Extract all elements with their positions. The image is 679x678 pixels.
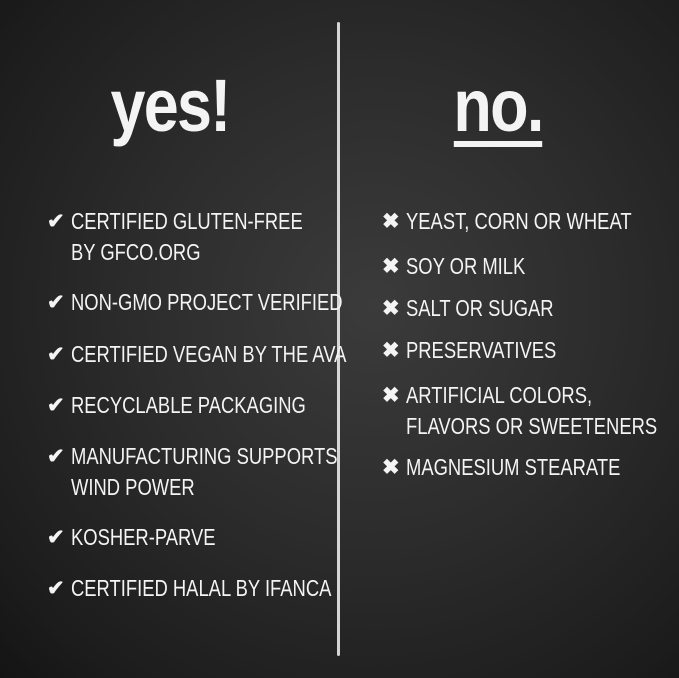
item-line1: CERTIFIED VEGAN BY THE AVA — [71, 341, 347, 367]
item-line1: PRESERVATIVES — [406, 337, 557, 363]
list-item: ✖ PRESERVATIVES — [382, 335, 594, 366]
no-title-text: no. — [453, 64, 544, 147]
list-item: ✔ CERTIFIED HALAL BY IFANCA — [47, 573, 397, 604]
x-icon: ✖ — [382, 297, 400, 320]
item-line1: MAGNESIUM STEARATE — [406, 454, 621, 480]
divider-line — [337, 22, 340, 656]
item-line1: MANUFACTURING SUPPORTS — [71, 443, 338, 469]
list-item: ✔ NON-GMO PROJECT VERIFIED — [47, 287, 411, 318]
list-item: ✖ MAGNESIUM STEARATE — [382, 452, 674, 483]
list-item: ✖ SOY OR MILK — [382, 251, 555, 282]
check-icon: ✔ — [47, 577, 65, 600]
list-item-text: PRESERVATIVES — [406, 335, 556, 366]
item-line1: SALT OR SUGAR — [406, 295, 554, 321]
list-item-text: ARTIFICIAL COLORS, FLAVORS OR SWEETENERS — [406, 380, 657, 442]
item-line2: BY GFCO.ORG — [71, 239, 201, 265]
list-item: ✖ SALT OR SUGAR — [382, 293, 590, 324]
list-item-text: MAGNESIUM STEARATE — [406, 452, 620, 483]
item-line1: CERTIFIED HALAL BY IFANCA — [71, 575, 332, 601]
x-icon: ✖ — [382, 210, 400, 233]
item-line1: CERTIFIED GLUTEN-FREE — [71, 208, 303, 234]
check-icon: ✔ — [47, 291, 65, 314]
list-item-text: SOY OR MILK — [406, 251, 525, 282]
yes-title: yes! — [110, 64, 231, 147]
item-line1: KOSHER-PARVE — [71, 524, 216, 550]
item-line1: RECYCLABLE PACKAGING — [71, 392, 306, 418]
list-item-text: MANUFACTURING SUPPORTS WIND POWER — [71, 441, 337, 503]
item-line1: YEAST, CORN OR WHEAT — [406, 208, 632, 234]
list-item: ✔ KOSHER-PARVE — [47, 522, 252, 553]
list-item-text: KOSHER-PARVE — [71, 522, 216, 553]
x-icon: ✖ — [382, 456, 400, 479]
list-item: ✔ CERTIFIED VEGAN BY THE AVA — [47, 339, 415, 370]
check-icon: ✔ — [47, 445, 65, 468]
list-item-text: SALT OR SUGAR — [406, 293, 554, 324]
list-item-text: CERTIFIED GLUTEN-FREE BY GFCO.ORG — [71, 206, 303, 268]
no-title: no. — [413, 66, 583, 147]
check-icon: ✔ — [47, 343, 65, 366]
list-item: ✔ CERTIFIED GLUTEN-FREE BY GFCO.ORG — [47, 206, 361, 268]
list-item: ✔ RECYCLABLE PACKAGING — [47, 390, 365, 421]
item-line1: ARTIFICIAL COLORS, — [406, 382, 593, 408]
item-line2: WIND POWER — [71, 474, 195, 500]
list-item-text: RECYCLABLE PACKAGING — [71, 390, 306, 421]
list-item-text: NON-GMO PROJECT VERIFIED — [71, 287, 343, 318]
x-icon: ✖ — [382, 255, 400, 278]
check-icon: ✔ — [47, 210, 65, 233]
x-icon: ✖ — [382, 339, 400, 362]
check-icon: ✔ — [47, 394, 65, 417]
item-line1: NON-GMO PROJECT VERIFIED — [71, 289, 343, 315]
item-line1: SOY OR MILK — [406, 253, 526, 279]
list-item-text: CERTIFIED HALAL BY IFANCA — [71, 573, 331, 604]
list-item-text: YEAST, CORN OR WHEAT — [406, 206, 632, 237]
x-icon: ✖ — [382, 384, 400, 407]
list-item-text: CERTIFIED VEGAN BY THE AVA — [71, 339, 346, 370]
list-item: ✖ ARTIFICIAL COLORS, FLAVORS OR SWEETENERS — [382, 380, 679, 442]
item-line2: FLAVORS OR SWEETENERS — [406, 413, 658, 439]
list-item: ✔ MANUFACTURING SUPPORTS WIND POWER — [47, 441, 404, 503]
list-item: ✖ YEAST, CORN OR WHEAT — [382, 206, 679, 237]
check-icon: ✔ — [47, 526, 65, 549]
